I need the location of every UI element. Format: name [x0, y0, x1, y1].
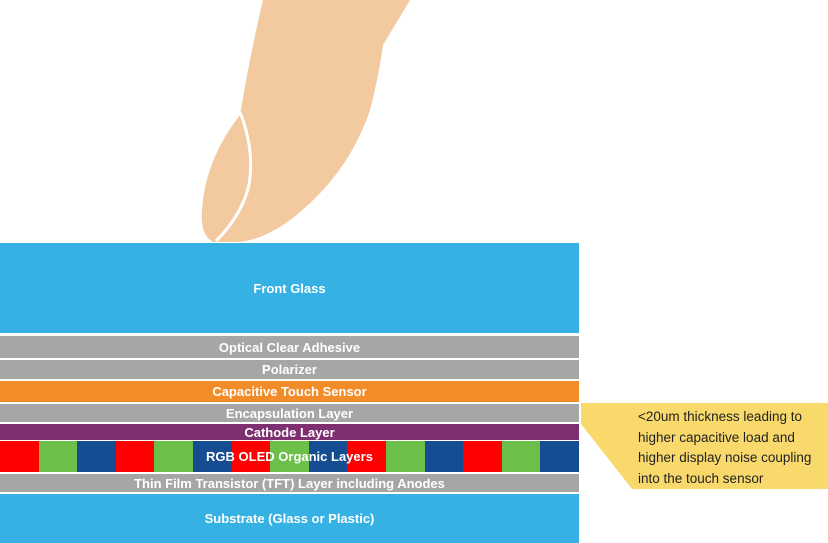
encapsulation-label: Encapsulation Layer	[225, 405, 354, 421]
fingernail-line	[214, 111, 253, 243]
cathode-label: Cathode Layer	[244, 424, 335, 440]
front-glass-layer: Front Glass	[0, 243, 579, 333]
substrate-layer: Substrate (Glass or Plastic)	[0, 494, 579, 543]
callout-text: <20um thickness leading to higher capaci…	[638, 407, 828, 489]
oled-subpixel-stripe	[463, 441, 503, 472]
optical-clear-adhesive-layer: Optical Clear Adhesive	[0, 336, 579, 358]
callout-line: into the touch sensor	[638, 470, 764, 486]
oca-label: Optical Clear Adhesive	[218, 339, 361, 355]
tft-label: Thin Film Transistor (TFT) Layer includi…	[134, 475, 445, 491]
oled-subpixel-stripe	[308, 441, 348, 472]
oled-subpixel-stripe	[0, 441, 40, 472]
callout-box	[581, 403, 828, 489]
oled-subpixel-stripe	[154, 441, 194, 472]
callout-line: higher capacitive load and	[638, 429, 795, 445]
finger-icon	[201, 0, 410, 242]
oled-subpixel-stripe	[38, 441, 78, 472]
oled-subpixel-stripe	[347, 441, 387, 472]
cathode-layer: Cathode Layer	[0, 424, 579, 440]
touch-sensor-label: Capacitive Touch Sensor	[212, 384, 367, 399]
polarizer-layer: Polarizer	[0, 360, 579, 379]
oled-subpixel-stripe	[386, 441, 426, 472]
encapsulation-layer: Encapsulation Layer	[0, 404, 579, 422]
front-glass-label: Front Glass	[253, 280, 326, 296]
polarizer-label: Polarizer	[262, 362, 317, 377]
oled-subpixel-stripe	[270, 441, 310, 472]
oled-subpixel-stripe	[424, 441, 464, 472]
callout-line: <20um thickness leading to	[638, 409, 802, 424]
oled-subpixel-stripe	[540, 441, 579, 472]
capacitive-touch-sensor-layer: Capacitive Touch Sensor	[0, 381, 579, 402]
oled-subpixel-stripe	[115, 441, 155, 472]
rgb-oled-layer: RGB OLED Organic Layers	[0, 441, 579, 472]
substrate-label: Substrate (Glass or Plastic)	[204, 511, 375, 526]
rgb-oled-label: RGB OLED Organic Layers	[206, 449, 373, 464]
oled-subpixel-stripe	[501, 441, 541, 472]
oled-subpixel-stripe	[77, 441, 117, 472]
tft-layer: Thin Film Transistor (TFT) Layer includi…	[0, 474, 579, 492]
oled-subpixel-stripe	[231, 441, 271, 472]
callout-line: higher display noise coupling	[638, 450, 812, 465]
oled-subpixel-stripe	[193, 441, 233, 472]
